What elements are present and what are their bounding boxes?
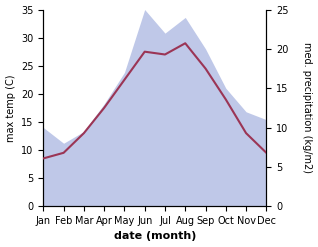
X-axis label: date (month): date (month) bbox=[114, 231, 196, 242]
Y-axis label: max temp (C): max temp (C) bbox=[5, 74, 16, 142]
Y-axis label: med. precipitation (kg/m2): med. precipitation (kg/m2) bbox=[302, 42, 313, 173]
